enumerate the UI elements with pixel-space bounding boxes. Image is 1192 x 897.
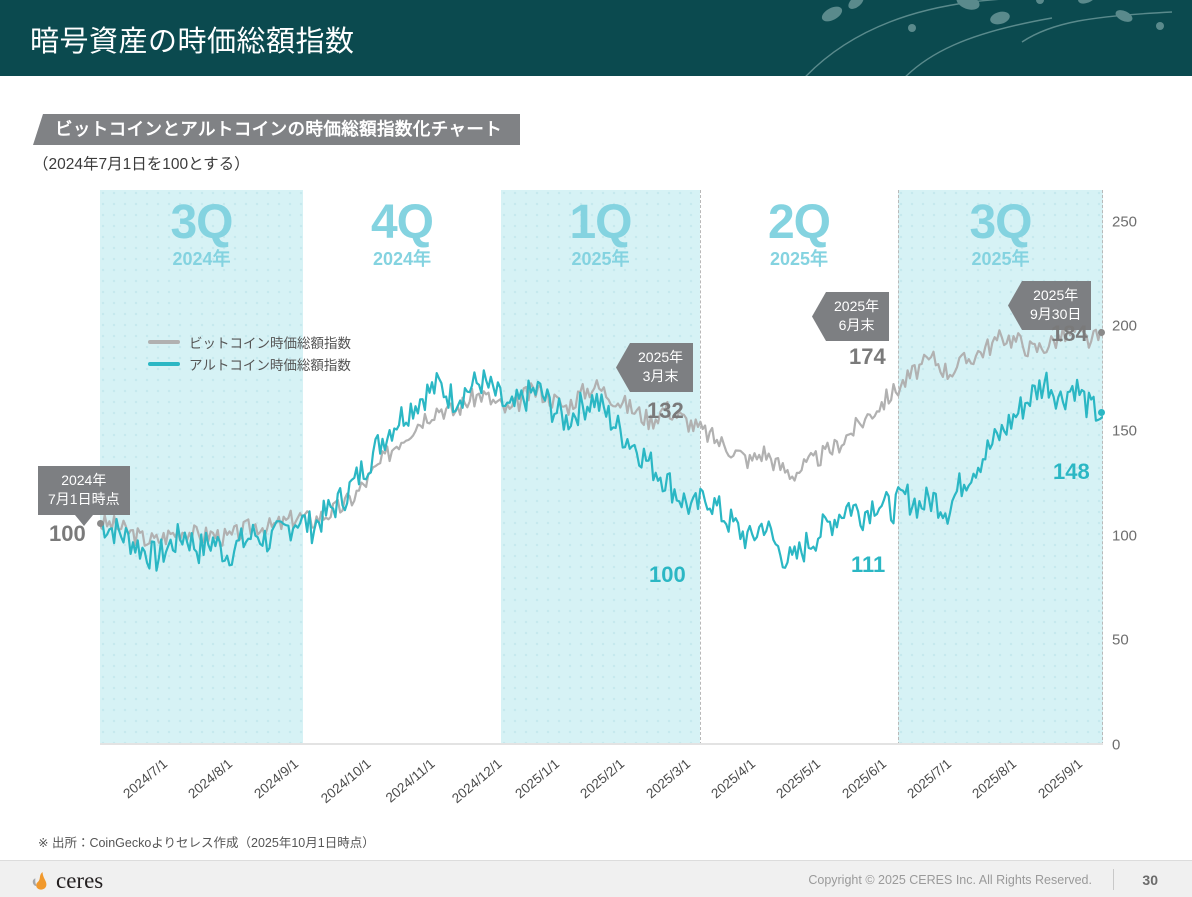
x-tick-label: 2024/9/1 <box>250 756 301 802</box>
x-tick-label: 2025/8/1 <box>969 756 1020 802</box>
x-tick-label: 2024/8/1 <box>185 756 236 802</box>
y-tick-50: 50 <box>1112 631 1129 649</box>
callout-line-2: 3月末 <box>642 368 679 384</box>
callout-2025-09-30: 2025年 9月30日 <box>1008 281 1092 330</box>
callout-2025-03-end: 2025年 3月末 <box>616 343 694 392</box>
quarter-label-year: 2024年 <box>172 249 231 269</box>
page-title: 暗号資産の時価総額指数 <box>30 26 355 58</box>
y-tick-150: 150 <box>1112 422 1138 440</box>
quarter-divider-1 <box>700 190 701 745</box>
callout-line-1: 2025年 <box>834 298 880 314</box>
value-label-184: 184 <box>1051 321 1088 346</box>
x-tick-label: 2025/5/1 <box>773 756 824 802</box>
quarter-label-year: 2025年 <box>769 249 829 269</box>
btc-line <box>100 325 1103 547</box>
quarter-band-4q2024 <box>303 190 501 745</box>
x-tick-label: 2025/3/1 <box>643 756 693 802</box>
legend-item-btc: ビットコイン時価総額指数 <box>148 331 351 353</box>
series-svg <box>100 325 1103 572</box>
quarter-label-q: 4Q <box>370 196 434 249</box>
flame-icon <box>32 872 47 890</box>
value-label-100-q1end: 100 <box>649 562 686 587</box>
legend-label-alt: アルトコイン時価総額指数 <box>189 358 351 373</box>
quarter-label-year: 2025年 <box>971 249 1030 269</box>
quarter-label-1q2025: 1Q 2025年 <box>501 198 700 270</box>
callout-line-1: 2024年 <box>61 472 107 488</box>
value-label-132: 132 <box>647 398 684 423</box>
value-label-148: 148 <box>1053 459 1090 484</box>
x-tick-label: 2025/2/1 <box>577 756 628 802</box>
value-label-111: 111 <box>851 552 886 577</box>
ceres-logo: ceres <box>28 868 103 894</box>
callout-line-2: 7月1日時点 <box>48 491 120 507</box>
page-number: 30 <box>1142 872 1158 888</box>
header-decoration <box>805 0 1173 76</box>
source-note: ※ 出所：CoinGeckoよりセレス作成（2025年10月1日時点） <box>38 836 375 850</box>
x-tick-label: 2024/7/1 <box>120 756 171 802</box>
logo-text: ceres <box>56 868 104 893</box>
alt-end-dot <box>1098 409 1105 416</box>
x-tick-label: 2025/6/1 <box>839 756 889 802</box>
chart-plot-area: 3Q 2024年 4Q 2024年 1Q 2025年 2Q 2025年 3Q 2… <box>97 190 1105 745</box>
legend-swatch-alt <box>148 362 180 366</box>
legend-label-btc: ビットコイン時価総額指数 <box>189 336 351 351</box>
quarter-label-2q2025: 2Q 2025年 <box>700 198 898 270</box>
callout-2024-07-01: 2024年 7月1日時点 <box>38 466 130 526</box>
y-tick-100: 100 <box>1112 527 1138 545</box>
chart-legend: ビットコイン時価総額指数 アルトコイン時価総額指数 <box>148 331 351 375</box>
y-tick-0: 0 <box>1112 736 1121 754</box>
quarter-band-3q2024 <box>100 190 303 745</box>
callout-line-2: 6月末 <box>838 317 875 333</box>
callout-line-1: 2025年 <box>638 349 684 365</box>
quarter-band-1q2025 <box>501 190 700 745</box>
alt-line <box>100 369 1103 572</box>
quarter-label-q: 2Q <box>767 196 831 249</box>
quarter-label-3q2024: 3Q 2024年 <box>100 198 303 270</box>
copyright-text: Copyright © 2025 CERES Inc. All Rights R… <box>808 873 1092 887</box>
y-tick-250: 250 <box>1112 213 1138 231</box>
value-label-100-start: 100 <box>49 521 86 546</box>
x-tick-label: 2025/1/1 <box>512 756 563 802</box>
legend-item-alt: アルトコイン時価総額指数 <box>148 353 351 375</box>
quarter-label-q: 3Q <box>170 196 233 249</box>
chart-title-ribbon: ビットコインとアルトコインの時価総額指数化チャート <box>33 114 521 145</box>
quarter-divider-2 <box>898 190 899 745</box>
x-tick-label: 2024/12/1 <box>448 756 505 807</box>
quarter-label-year: 2024年 <box>372 249 432 269</box>
value-label-174: 174 <box>849 344 886 369</box>
callout-2025-06-end: 2025年 6月末 <box>812 292 890 341</box>
x-axis-line <box>100 743 1103 745</box>
x-tick-label: 2024/10/1 <box>318 756 374 807</box>
x-tick-label: 2025/7/1 <box>904 756 955 802</box>
quarter-label-q: 3Q <box>969 196 1032 249</box>
callout-line-1: 2025年 <box>1033 287 1079 303</box>
quarter-band-2q2025 <box>700 190 898 745</box>
callout-line-2: 9月30日 <box>1030 306 1082 322</box>
footer-divider <box>1113 869 1114 890</box>
quarter-label-4q2024: 4Q 2024年 <box>303 198 501 270</box>
btc-start-dot <box>97 520 104 527</box>
quarter-divider-3 <box>1102 190 1103 745</box>
slide-header: 暗号資産の時価総額指数 <box>0 0 1192 76</box>
x-tick-label: 2025/9/1 <box>1035 756 1085 802</box>
x-tick-label: 2024/11/1 <box>383 756 439 806</box>
x-tick-label: 2025/4/1 <box>708 756 759 802</box>
y-tick-200: 200 <box>1112 317 1138 335</box>
chart-subtitle: （2024年7月1日を100とする） <box>33 156 250 173</box>
quarter-label-year: 2025年 <box>571 249 630 269</box>
legend-swatch-btc <box>148 340 180 344</box>
quarter-label-3q2025: 3Q 2025年 <box>898 198 1103 270</box>
quarter-label-q: 1Q <box>569 196 632 249</box>
slide-footer: ceres Copyright © 2025 CERES Inc. All Ri… <box>0 860 1192 897</box>
btc-end-dot <box>1098 329 1105 336</box>
